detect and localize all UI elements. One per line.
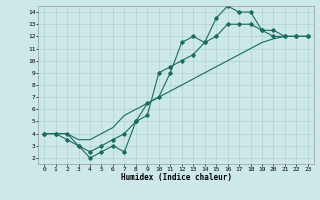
- X-axis label: Humidex (Indice chaleur): Humidex (Indice chaleur): [121, 173, 231, 182]
